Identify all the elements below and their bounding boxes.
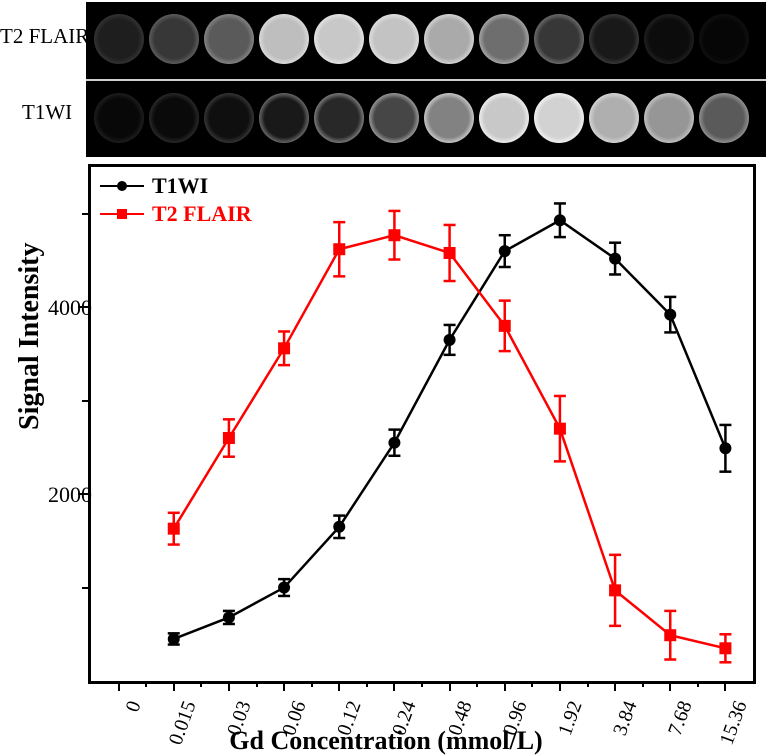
- phantom-well: [699, 93, 749, 143]
- y-minor-tick: [82, 587, 88, 589]
- legend-label-t1: T1WI: [152, 173, 208, 199]
- x-tick: [173, 681, 175, 691]
- phantom-well: [369, 93, 419, 143]
- x-tick: [449, 681, 451, 691]
- x-tick: [393, 681, 395, 691]
- phantom-well: [94, 93, 144, 143]
- phantom-well: [94, 14, 144, 64]
- x-minor-tick: [421, 681, 423, 687]
- y-axis-title: Signal Intensity: [14, 243, 46, 431]
- x-minor-tick: [366, 681, 368, 687]
- phantom-row2-label: T1WI: [22, 100, 72, 125]
- x-minor-tick: [256, 681, 258, 687]
- phantom-well: [369, 14, 419, 64]
- x-axis-title: Gd Concentration (mmol/L): [0, 726, 772, 756]
- y-minor-tick: [82, 213, 88, 215]
- phantom-well: [424, 93, 474, 143]
- x-minor-tick: [311, 681, 313, 687]
- phantom-well: [259, 93, 309, 143]
- phantom-well: [424, 14, 474, 64]
- x-minor-tick: [145, 681, 147, 687]
- x-tick: [338, 681, 340, 691]
- x-tick: [228, 681, 230, 691]
- x-minor-tick: [587, 681, 589, 687]
- phantom-well: [479, 14, 529, 64]
- phantom-row1-label: T2 FLAIR: [0, 24, 89, 49]
- phantom-row-t2: [86, 2, 766, 77]
- phantom-well: [479, 93, 529, 143]
- phantom-well: [534, 14, 584, 64]
- phantom-well: [204, 14, 254, 64]
- phantom-well: [699, 14, 749, 64]
- chart-frame: [88, 164, 756, 684]
- x-minor-tick: [531, 681, 533, 687]
- x-tick: [559, 681, 561, 691]
- x-tick: [504, 681, 506, 691]
- y-minor-tick: [82, 400, 88, 402]
- phantom-well: [534, 93, 584, 143]
- phantom-well: [204, 93, 254, 143]
- x-tick: [724, 681, 726, 691]
- x-tick: [614, 681, 616, 691]
- phantom-well: [149, 93, 199, 143]
- x-tick: [118, 681, 120, 691]
- phantom-strip: [86, 2, 766, 157]
- x-minor-tick: [642, 681, 644, 687]
- phantom-well: [589, 93, 639, 143]
- phantom-well: [149, 14, 199, 64]
- x-tick: [283, 681, 285, 691]
- x-minor-tick: [697, 681, 699, 687]
- phantom-well: [314, 14, 364, 64]
- y-tick-label: 2000: [32, 482, 92, 508]
- phantom-well: [644, 14, 694, 64]
- phantom-well: [259, 14, 309, 64]
- chart-plot: [91, 167, 753, 681]
- legend: T1WI T2 FLAIR: [100, 172, 252, 228]
- phantom-well: [314, 93, 364, 143]
- legend-item-t2: T2 FLAIR: [100, 200, 252, 228]
- phantom-well: [644, 93, 694, 143]
- x-minor-tick: [476, 681, 478, 687]
- legend-item-t1: T1WI: [100, 172, 252, 200]
- legend-label-t2: T2 FLAIR: [152, 201, 252, 227]
- phantom-well: [589, 14, 639, 64]
- x-tick: [669, 681, 671, 691]
- phantom-row-t1: [86, 81, 766, 156]
- x-minor-tick: [200, 681, 202, 687]
